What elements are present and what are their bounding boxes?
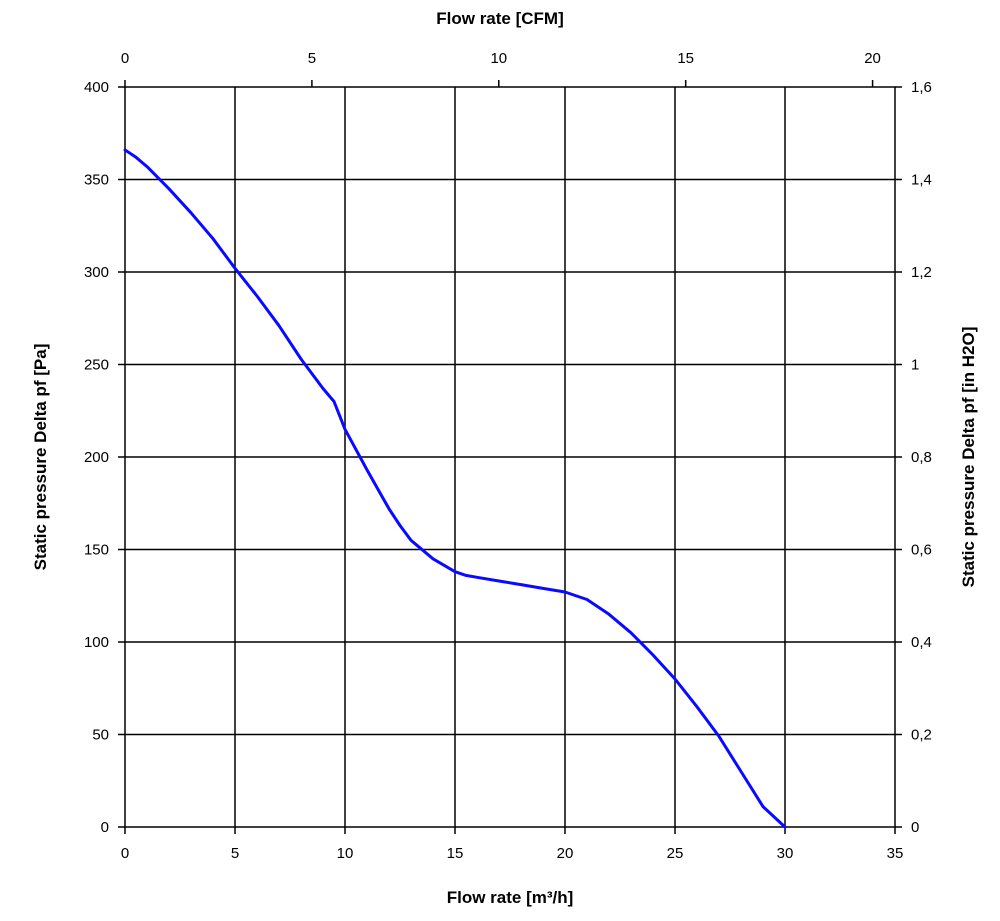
y2-tick-label: 1,2 bbox=[911, 264, 932, 281]
x-axis-title: Flow rate [m³/h] bbox=[447, 888, 574, 907]
x2-tick-label: 15 bbox=[677, 50, 694, 67]
y-tick-label: 400 bbox=[84, 79, 109, 96]
y-tick-label: 100 bbox=[84, 634, 109, 651]
y-tick-label: 200 bbox=[84, 449, 109, 466]
y2-tick-label: 0,2 bbox=[911, 727, 932, 744]
x2-tick-label: 0 bbox=[121, 50, 129, 67]
y2-tick-label: 0,6 bbox=[911, 542, 932, 559]
x-tick-label: 30 bbox=[777, 845, 794, 862]
x2-tick-label: 10 bbox=[490, 50, 507, 67]
y2-tick-label: 0 bbox=[911, 819, 919, 836]
x-tick-label: 5 bbox=[231, 845, 239, 862]
x-tick-label: 10 bbox=[337, 845, 354, 862]
y-tick-label: 150 bbox=[84, 542, 109, 559]
y-axis-title: Static pressure Delta pf [Pa] bbox=[31, 344, 50, 571]
y2-tick-label: 1,6 bbox=[911, 79, 932, 96]
y-tick-label: 300 bbox=[84, 264, 109, 281]
grid-lines bbox=[125, 87, 895, 827]
y-tick-label: 350 bbox=[84, 172, 109, 189]
x2-tick-label: 5 bbox=[308, 50, 316, 67]
y2-axis-title: Static pressure Delta pf [in H2O] bbox=[959, 327, 978, 588]
y-tick-label: 50 bbox=[92, 727, 109, 744]
x-tick-label: 20 bbox=[557, 845, 574, 862]
x-tick-label: 15 bbox=[447, 845, 464, 862]
y2-tick-label: 1 bbox=[911, 357, 919, 374]
y2-tick-label: 0,8 bbox=[911, 449, 932, 466]
series-layer bbox=[123, 148, 787, 829]
x2-axis-title: Flow rate [CFM] bbox=[436, 9, 564, 28]
y2-tick-label: 0,4 bbox=[911, 634, 932, 651]
y-tick-label: 250 bbox=[84, 357, 109, 374]
series-line bbox=[123, 148, 787, 829]
x-tick-label: 25 bbox=[667, 845, 684, 862]
x-tick-label: 35 bbox=[887, 845, 904, 862]
x2-tick-label: 20 bbox=[864, 50, 881, 67]
x-tick-label: 0 bbox=[121, 845, 129, 862]
y-tick-label: 0 bbox=[101, 819, 109, 836]
y2-tick-label: 1,4 bbox=[911, 172, 932, 189]
